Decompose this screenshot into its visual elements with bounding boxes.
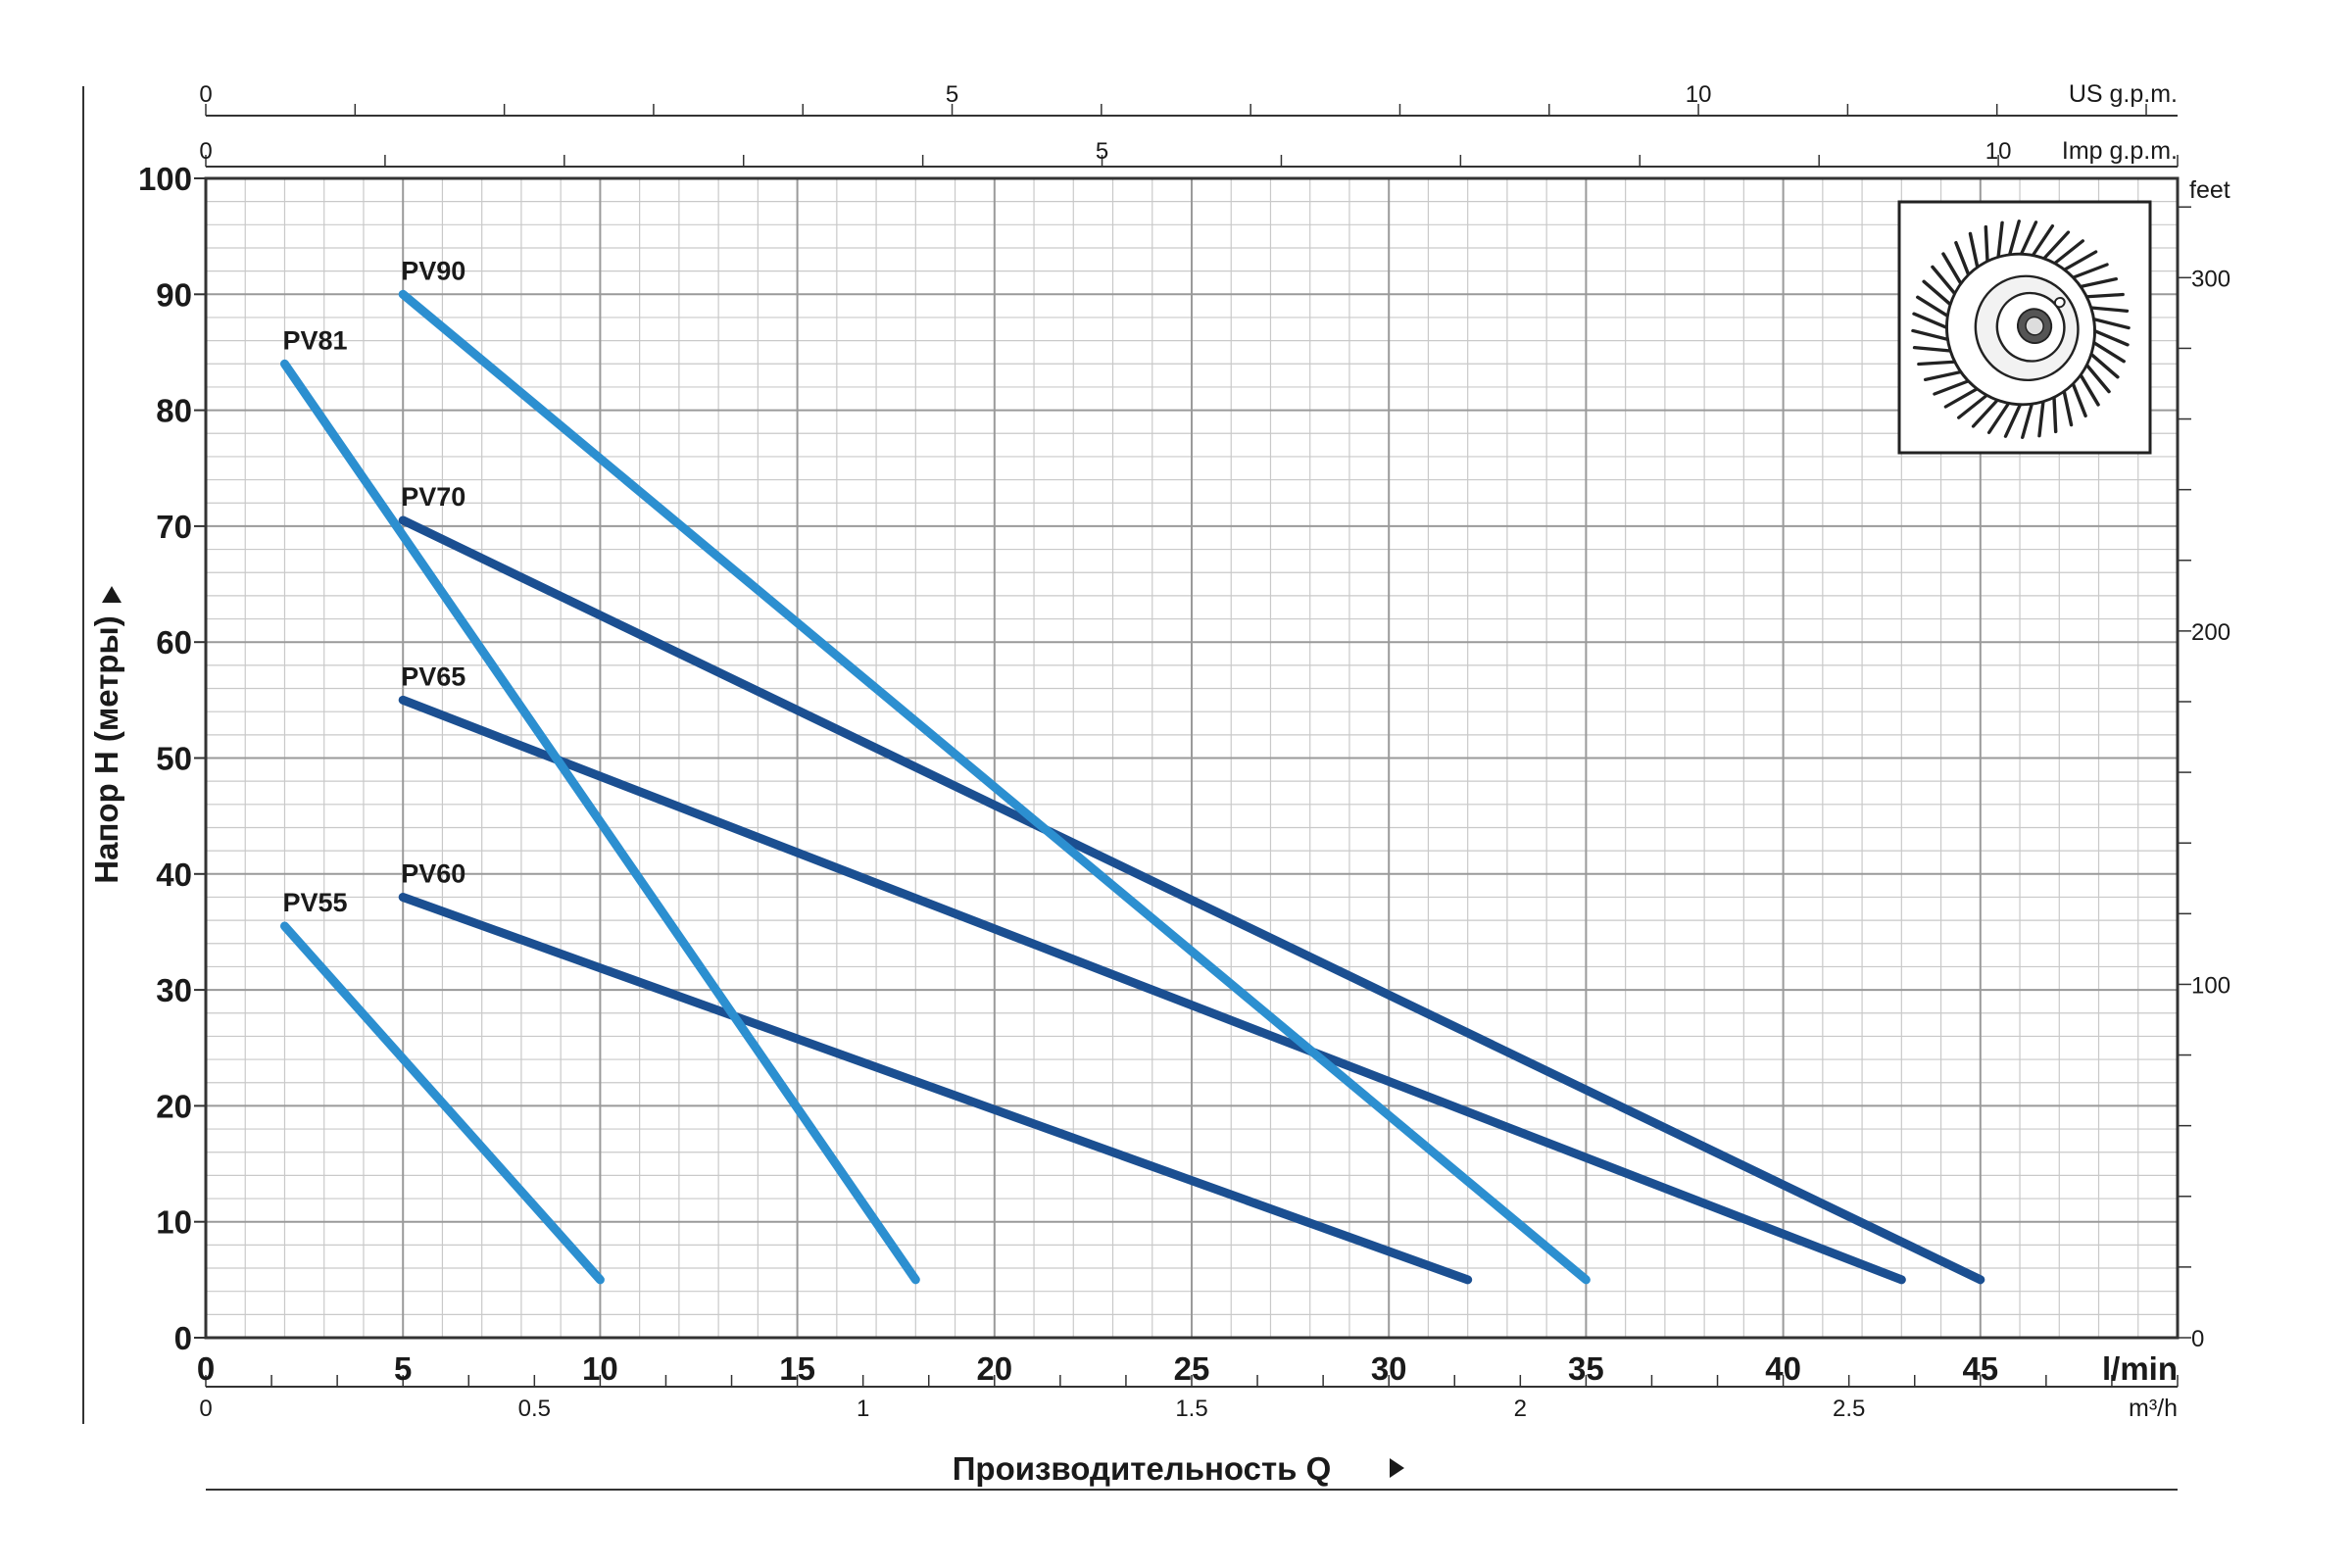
series-label-pv55: PV55 (282, 888, 347, 917)
imp-gpm-unit: Imp g.p.m. (2062, 137, 2178, 165)
m3h-label: 0 (199, 1396, 212, 1422)
series-line-pv55 (279, 921, 605, 1285)
y-tick-label: 90 (156, 276, 192, 313)
y-tick-label: 100 (138, 161, 192, 197)
x-tick-label: 15 (779, 1350, 815, 1387)
x-tick-label: 5 (394, 1350, 412, 1387)
series-line-pv81 (279, 359, 920, 1285)
feet-label: 100 (2191, 972, 2230, 999)
feet-label: 200 (2191, 619, 2230, 646)
x-arrow-icon (1390, 1458, 1404, 1478)
x-tick-label: 0 (197, 1350, 215, 1387)
x-tick-label: 10 (582, 1350, 618, 1387)
x-tick-label: 30 (1371, 1350, 1407, 1387)
x-tick-label: 45 (1962, 1350, 1998, 1387)
us-gpm-label: 10 (1686, 81, 1712, 108)
secondary-axes: 0 5 10 US g.p.m. 0 5 10 Imp g.p.m. 0 0.5 1 1.5 2 2.5 m… (199, 80, 2230, 1422)
series-label-pv65: PV65 (401, 662, 466, 691)
y-tick-label: 10 (156, 1204, 192, 1241)
m3h-label: 0.5 (518, 1396, 551, 1422)
series-lines: PV55 PV60 PV65 PV70 PV81 PV90 (279, 256, 1985, 1285)
x-tick-label: 25 (1174, 1350, 1210, 1387)
series-line-pv90 (398, 289, 1591, 1285)
plot-frame (82, 86, 2180, 1491)
us-gpm-label: 0 (199, 81, 212, 108)
y-arrow-icon (102, 586, 122, 603)
impeller-icon (1911, 220, 2131, 439)
series-label-pv90: PV90 (401, 256, 466, 285)
m3h-label: 1 (857, 1396, 869, 1422)
y-tick-label: 50 (156, 741, 192, 777)
series-line-pv65 (398, 695, 1906, 1285)
us-gpm-unit: US g.p.m. (2069, 80, 2178, 108)
y-tick-label: 80 (156, 393, 192, 429)
y-tick-label: 20 (156, 1088, 192, 1124)
y-tick-label: 70 (156, 509, 192, 545)
feet-label: 0 (2191, 1326, 2204, 1352)
imp-gpm-label: 5 (1096, 138, 1108, 165)
x-tick-label: 40 (1765, 1350, 1801, 1387)
y-tick-label: 40 (156, 857, 192, 893)
m3h-label: 2.5 (1833, 1396, 1865, 1422)
x-axis-title: Производительность Q (953, 1450, 1332, 1487)
x-tick-label: 20 (976, 1350, 1012, 1387)
y-axis-title: Напор H (метры) (88, 615, 124, 883)
imp-gpm-label: 0 (199, 138, 212, 165)
x-unit-label: l/min (2102, 1350, 2178, 1387)
impeller-inset (1897, 200, 2152, 455)
m3h-label: 2 (1514, 1396, 1527, 1422)
series-line-pv60 (398, 892, 1473, 1285)
feet-unit: feet (2189, 176, 2230, 204)
imp-gpm-label: 10 (1985, 138, 2012, 165)
feet-label: 300 (2191, 266, 2230, 292)
m3h-unit: m³/h (2129, 1395, 2178, 1422)
series-label-pv81: PV81 (282, 325, 347, 355)
us-gpm-label: 5 (946, 81, 958, 108)
y-tick-label: 0 (174, 1320, 192, 1356)
y-tick-label: 30 (156, 972, 192, 1008)
series-label-pv70: PV70 (401, 482, 466, 512)
x-tick-label: 35 (1568, 1350, 1604, 1387)
y-tick-label: 60 (156, 624, 192, 661)
series-line-pv70 (398, 515, 1985, 1285)
series-label-pv60: PV60 (401, 858, 466, 888)
m3h-label: 1.5 (1175, 1396, 1207, 1422)
